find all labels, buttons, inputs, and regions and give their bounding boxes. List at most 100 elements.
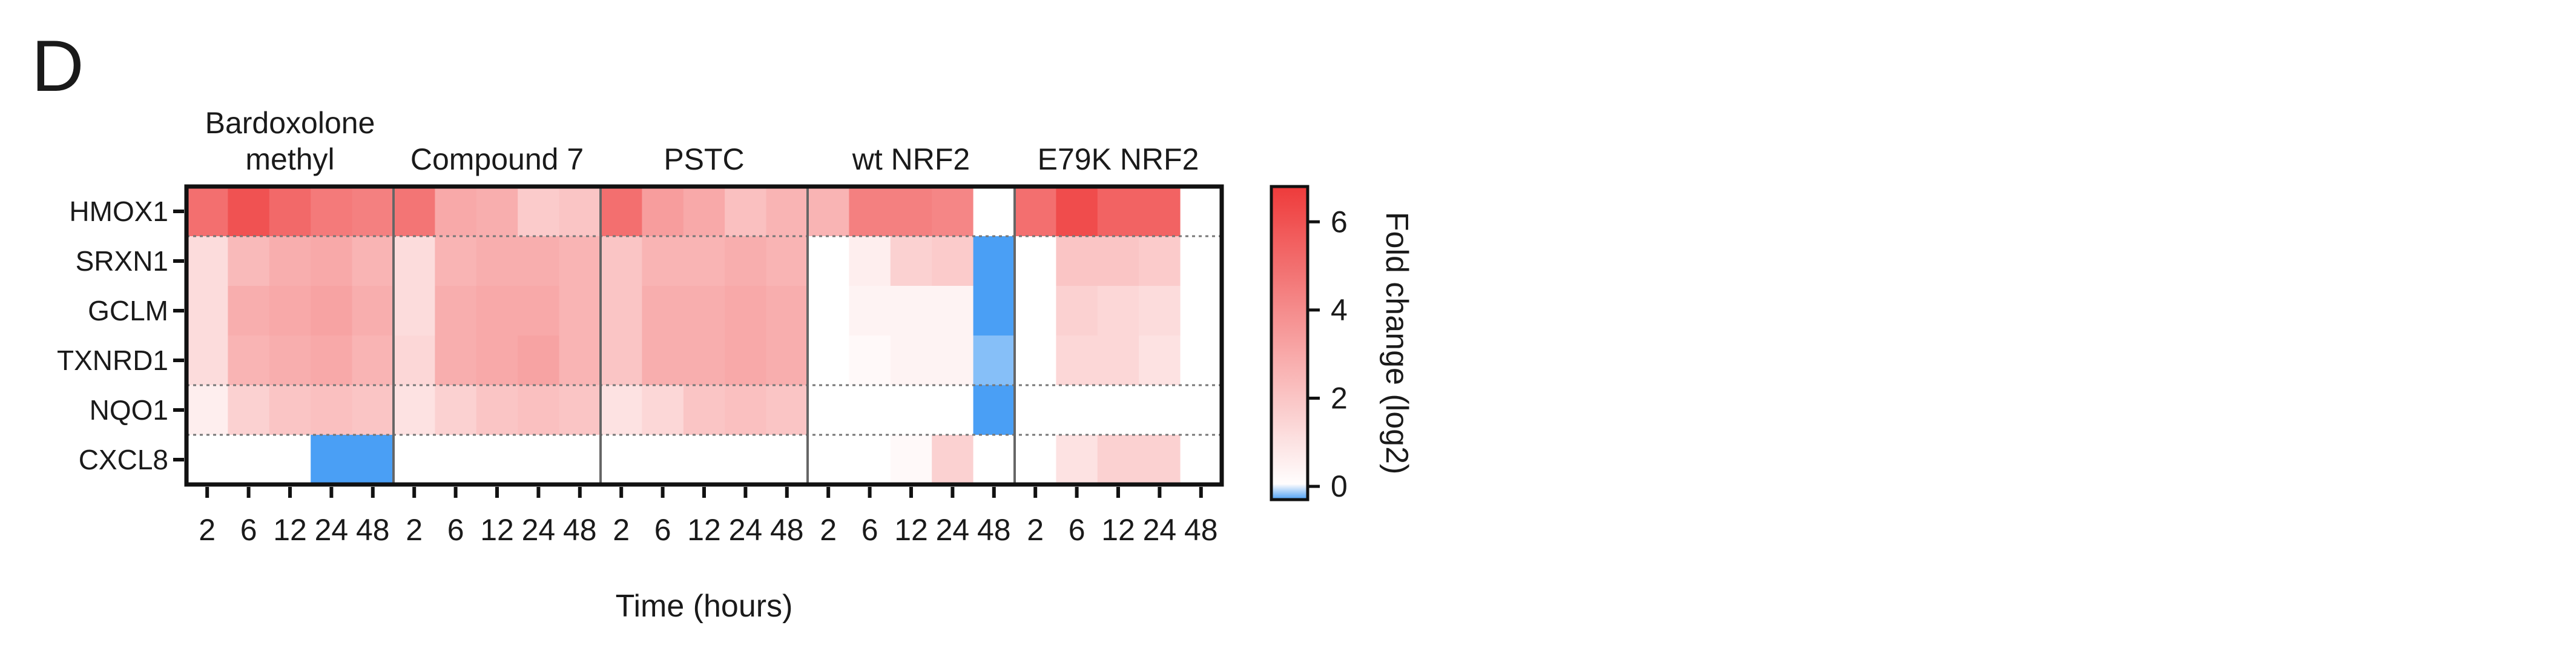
heatmap-cell <box>476 385 518 435</box>
heatmap-cell <box>973 385 1015 435</box>
heatmap-cell <box>932 435 974 485</box>
x-tick-labels: 2 6 12 24 48 2 6 12 24 48 2 6 12 24 48 2 6 12 24 48 2 6 12 24 48 <box>199 487 1218 547</box>
heatmap-cell <box>725 236 767 286</box>
heatmap-cell <box>1180 435 1222 485</box>
colorbar-label: Fold change (log2) <box>1379 212 1414 475</box>
heatmap-cell <box>1056 286 1098 336</box>
heatmap-cell <box>973 435 1015 485</box>
x-tick-label: 24 <box>315 513 349 547</box>
heatmap-cell <box>642 187 684 237</box>
heatmap-cell <box>559 385 601 435</box>
heatmap-cell <box>642 385 684 435</box>
heatmap-cell <box>642 435 684 485</box>
heatmap-cell <box>932 236 974 286</box>
heatmap-cell <box>1139 187 1181 237</box>
heatmap-cell <box>559 435 601 485</box>
heatmap-cell <box>311 187 353 237</box>
heatmap-cell <box>1180 236 1222 286</box>
x-tick-label: 48 <box>770 513 804 547</box>
heatmap-cell <box>1097 286 1139 336</box>
heatmap-cell <box>186 435 228 485</box>
heatmap-cell <box>518 286 560 336</box>
heatmap-cell <box>352 187 394 237</box>
heatmap-cell <box>269 236 311 286</box>
group-label: Bardoxolone <box>205 106 375 140</box>
x-tick-label: 6 <box>1069 513 1085 547</box>
heatmap-cell <box>601 187 642 237</box>
heatmap-cell <box>1056 336 1098 386</box>
heatmap-cell <box>394 435 435 485</box>
heatmap-cell <box>890 435 932 485</box>
heatmap-cell <box>269 286 311 336</box>
gene-label: NQO1 <box>90 394 168 426</box>
heatmap-cell <box>642 236 684 286</box>
x-tick-label: 2 <box>199 513 216 547</box>
heatmap-cell <box>1139 286 1181 336</box>
heatmap-cells <box>186 187 1222 485</box>
heatmap-cell <box>435 286 477 336</box>
heatmap-cell <box>228 435 270 485</box>
heatmap-cell <box>186 286 228 336</box>
heatmap-cell <box>766 385 808 435</box>
heatmap-cell <box>973 336 1015 386</box>
group-label: PSTC <box>664 142 744 176</box>
heatmap-cell <box>1056 187 1098 237</box>
heatmap-cell <box>1015 286 1056 336</box>
x-tick-label: 12 <box>273 513 307 547</box>
heatmap-cell <box>1056 385 1098 435</box>
heatmap-cell <box>890 336 932 386</box>
heatmap-cell <box>1180 187 1222 237</box>
heatmap-cell <box>808 187 849 237</box>
heatmap-cell <box>601 236 642 286</box>
heatmap-cell <box>559 236 601 286</box>
heatmap-cell <box>1139 336 1181 386</box>
heatmap-cell <box>808 385 849 435</box>
heatmap-cell <box>518 385 560 435</box>
heatmap-cell <box>518 435 560 485</box>
heatmap-cell <box>476 336 518 386</box>
heatmap-cell <box>1180 336 1222 386</box>
heatmap-cell <box>1097 336 1139 386</box>
heatmap-cell <box>601 435 642 485</box>
heatmap-cell <box>766 236 808 286</box>
x-tick-label: 2 <box>406 513 423 547</box>
heatmap-cell <box>435 236 477 286</box>
separators <box>184 184 1224 487</box>
heatmap-cell <box>311 236 353 286</box>
group-label: Compound 7 <box>410 142 584 176</box>
x-tick-label: 24 <box>522 513 556 547</box>
heatmap-cell <box>186 187 228 237</box>
heatmap-cell <box>1097 435 1139 485</box>
heatmap-cell <box>683 336 725 386</box>
heatmap-cell <box>269 336 311 386</box>
group-label: wt NRF2 <box>852 142 970 176</box>
heatmap-cell <box>1015 236 1056 286</box>
colorbar-tick-label: 2 <box>1331 382 1348 415</box>
heatmap-cell <box>228 236 270 286</box>
heatmap-cell <box>394 236 435 286</box>
heatmap-cell <box>559 336 601 386</box>
heatmap-cell <box>352 385 394 435</box>
colorbar-tick-label: 4 <box>1331 293 1348 327</box>
x-tick-label: 24 <box>729 513 763 547</box>
gene-label: CXCL8 <box>79 444 168 475</box>
heatmap-cell <box>1097 187 1139 237</box>
heatmap-cell <box>890 236 932 286</box>
heatmap-cell <box>394 385 435 435</box>
heatmap-cell <box>932 286 974 336</box>
gene-label: SRXN1 <box>76 245 168 277</box>
heatmap-cell <box>518 336 560 386</box>
heatmap-cell <box>725 435 767 485</box>
x-tick-label: 48 <box>977 513 1011 547</box>
heatmap-cell <box>973 286 1015 336</box>
heatmap-cell <box>890 286 932 336</box>
heatmap-cell <box>766 187 808 237</box>
heatmap-cell <box>808 286 849 336</box>
gene-label: TXNRD1 <box>57 345 168 376</box>
heatmap-cell <box>435 385 477 435</box>
heatmap-cell <box>849 336 891 386</box>
heatmap-cell <box>1180 286 1222 336</box>
heatmap-cell <box>890 187 932 237</box>
heatmap-cell <box>476 236 518 286</box>
